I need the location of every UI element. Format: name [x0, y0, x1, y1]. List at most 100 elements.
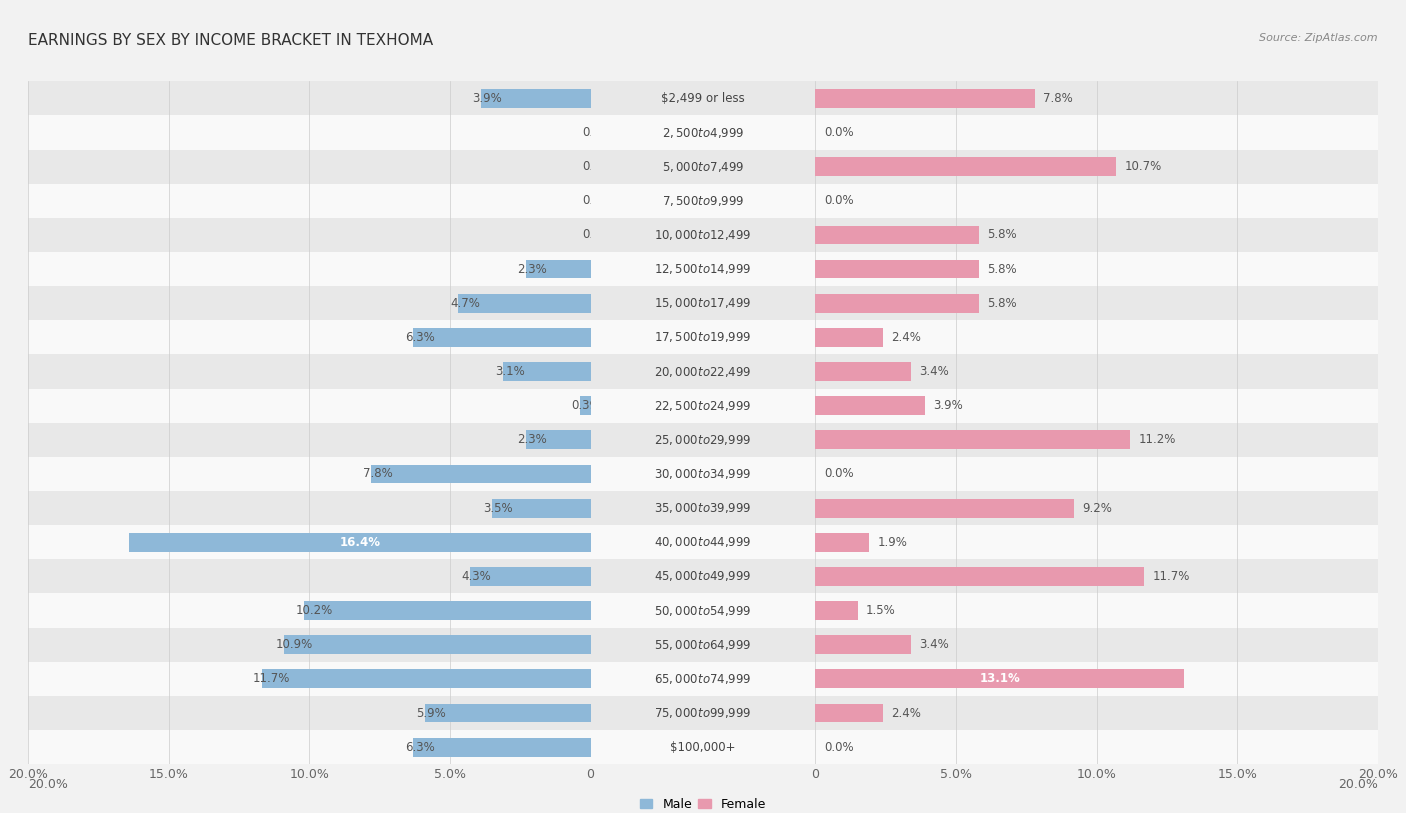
Bar	[28, 696, 591, 730]
Text: $50,000 to $54,999: $50,000 to $54,999	[654, 603, 752, 618]
Text: 3.4%: 3.4%	[920, 638, 949, 651]
Text: 0.39%: 0.39%	[571, 399, 609, 412]
Bar	[815, 184, 1378, 218]
Bar	[28, 662, 591, 696]
Bar	[591, 389, 815, 423]
Text: $10,000 to $12,499: $10,000 to $12,499	[654, 228, 752, 242]
Bar	[815, 696, 1378, 730]
Bar	[28, 491, 591, 525]
Bar	[815, 115, 1378, 150]
Text: 7.8%: 7.8%	[363, 467, 392, 480]
Text: 3.9%: 3.9%	[934, 399, 963, 412]
Bar	[815, 601, 858, 620]
Bar	[815, 389, 1378, 423]
Bar	[284, 635, 591, 654]
Bar	[413, 328, 591, 347]
Bar	[591, 457, 815, 491]
Bar	[28, 423, 591, 457]
Bar	[28, 184, 591, 218]
Bar	[371, 464, 591, 484]
Bar	[591, 320, 815, 354]
Bar	[815, 457, 1378, 491]
Text: $40,000 to $44,999: $40,000 to $44,999	[654, 535, 752, 550]
Text: $100,000+: $100,000+	[671, 741, 735, 754]
Bar	[815, 81, 1378, 115]
Text: Source: ZipAtlas.com: Source: ZipAtlas.com	[1260, 33, 1378, 42]
Text: 0.0%: 0.0%	[824, 741, 853, 754]
Text: 0.0%: 0.0%	[582, 194, 612, 207]
Bar	[591, 184, 815, 218]
Text: 5.8%: 5.8%	[987, 228, 1017, 241]
Bar	[815, 662, 1378, 696]
Text: EARNINGS BY SEX BY INCOME BRACKET IN TEXHOMA: EARNINGS BY SEX BY INCOME BRACKET IN TEX…	[28, 33, 433, 47]
Bar	[815, 593, 1378, 628]
Bar	[413, 737, 591, 757]
Bar	[28, 559, 591, 593]
Text: $22,500 to $24,999: $22,500 to $24,999	[654, 398, 752, 413]
Text: 0.0%: 0.0%	[824, 194, 853, 207]
Bar	[503, 362, 591, 381]
Text: $12,500 to $14,999: $12,500 to $14,999	[654, 262, 752, 276]
Bar	[815, 533, 869, 552]
Text: $35,000 to $39,999: $35,000 to $39,999	[654, 501, 752, 515]
Bar	[815, 286, 1378, 320]
Text: 3.9%: 3.9%	[472, 92, 502, 105]
Bar	[28, 320, 591, 354]
Bar	[815, 218, 1378, 252]
Bar	[815, 430, 1130, 450]
Bar	[591, 81, 815, 115]
Text: 5.8%: 5.8%	[987, 297, 1017, 310]
Bar	[28, 286, 591, 320]
Bar	[492, 498, 591, 518]
Bar	[815, 362, 911, 381]
Bar	[815, 293, 979, 313]
Bar	[262, 669, 591, 689]
Bar	[591, 423, 815, 457]
Text: $45,000 to $49,999: $45,000 to $49,999	[654, 569, 752, 584]
Text: 10.7%: 10.7%	[1125, 160, 1161, 173]
Text: 20.0%: 20.0%	[28, 778, 67, 791]
Bar	[591, 354, 815, 389]
Text: $25,000 to $29,999: $25,000 to $29,999	[654, 433, 752, 447]
Bar	[591, 115, 815, 150]
Text: 11.7%: 11.7%	[1153, 570, 1191, 583]
Text: $5,000 to $7,499: $5,000 to $7,499	[662, 159, 744, 174]
Text: $75,000 to $99,999: $75,000 to $99,999	[654, 706, 752, 720]
Bar	[815, 559, 1378, 593]
Text: $55,000 to $64,999: $55,000 to $64,999	[654, 637, 752, 652]
Text: 10.9%: 10.9%	[276, 638, 312, 651]
Bar	[591, 218, 815, 252]
Text: 2.3%: 2.3%	[517, 433, 547, 446]
Bar	[815, 259, 979, 279]
Text: 1.9%: 1.9%	[877, 536, 907, 549]
Text: $17,500 to $19,999: $17,500 to $19,999	[654, 330, 752, 345]
Text: 0.0%: 0.0%	[824, 126, 853, 139]
Bar	[526, 259, 591, 279]
Text: 7.8%: 7.8%	[1043, 92, 1073, 105]
Bar	[28, 218, 591, 252]
Text: 11.2%: 11.2%	[1139, 433, 1177, 446]
Bar	[815, 328, 883, 347]
Text: 2.4%: 2.4%	[891, 706, 921, 720]
Bar	[815, 491, 1378, 525]
Bar	[28, 150, 591, 184]
Bar	[28, 115, 591, 150]
Text: 13.1%: 13.1%	[980, 672, 1019, 685]
Bar	[815, 628, 1378, 662]
Bar	[815, 225, 979, 245]
Text: 2.4%: 2.4%	[891, 331, 921, 344]
Text: 6.3%: 6.3%	[405, 331, 434, 344]
Bar	[815, 703, 883, 723]
Text: 0.0%: 0.0%	[582, 228, 612, 241]
Bar	[815, 567, 1144, 586]
Text: 0.0%: 0.0%	[582, 160, 612, 173]
Bar	[28, 252, 591, 286]
Bar	[28, 457, 591, 491]
Bar	[591, 252, 815, 286]
Bar	[591, 593, 815, 628]
Bar	[481, 89, 591, 108]
Text: 1.5%: 1.5%	[866, 604, 896, 617]
Bar	[815, 396, 925, 415]
Bar	[591, 696, 815, 730]
Bar	[458, 293, 591, 313]
